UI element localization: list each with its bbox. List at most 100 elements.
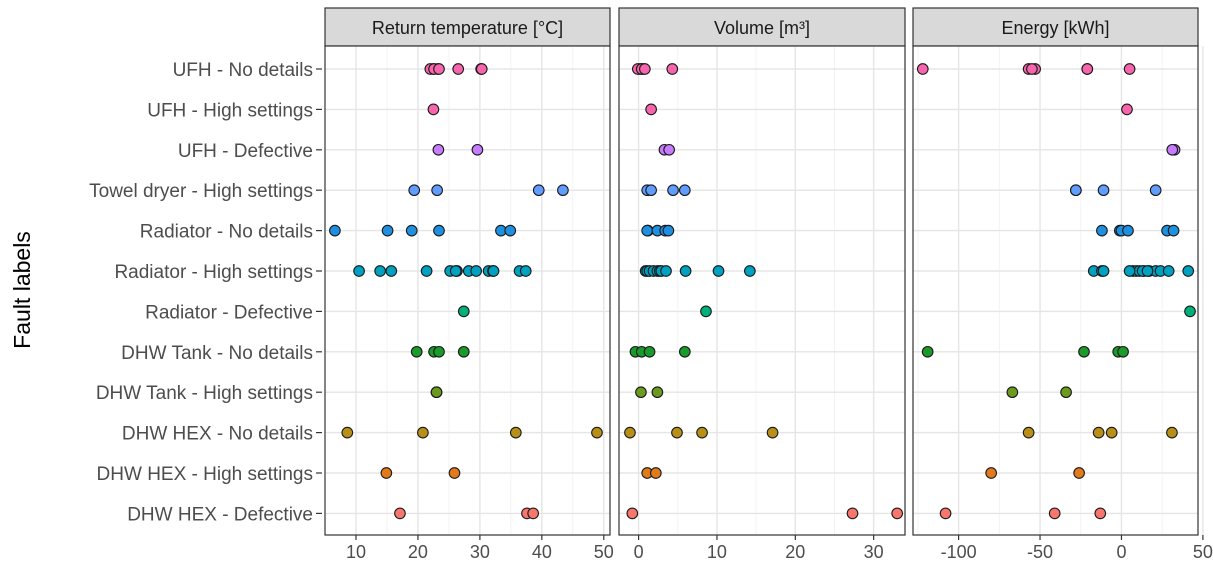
data-point [1070,184,1082,197]
data-point [1096,224,1108,237]
facet-strip [618,7,906,47]
x-tick-label: 50 [594,542,614,562]
data-point [431,184,443,197]
data-point [457,305,470,318]
panel-background [913,46,1198,535]
category-label: UFH - No details [173,60,313,81]
data-point [1022,426,1035,439]
x-tick-label: -100 [941,542,977,562]
category-label: Radiator - No details [140,222,313,243]
data-point [1123,265,1136,277]
data-point [385,265,398,277]
data-point [487,265,500,277]
x-tick-label: 0 [634,542,644,562]
data-point [509,426,522,439]
data-point [666,63,679,75]
data-point [649,467,662,479]
x-tick-label: 50 [1193,542,1213,562]
panel-background [619,46,905,535]
data-point [527,507,540,520]
data-point [1078,345,1090,358]
data-point [1121,103,1133,116]
category-label: UFH - High settings [147,100,313,121]
data-point [1097,265,1110,277]
data-point [1184,305,1196,318]
data-point [678,184,691,197]
data-point [1167,224,1180,237]
data-point [591,426,603,439]
data-point [405,224,418,237]
data-point [744,265,756,277]
data-point [417,426,429,439]
data-point [921,345,934,358]
data-point [1073,467,1085,479]
data-point [1105,426,1118,439]
data-point [985,467,998,479]
category-label: Radiator - Defective [145,302,313,323]
panel-border [912,45,1199,536]
data-point [519,265,532,277]
data-point [662,224,675,237]
data-point [939,507,952,520]
x-tick-label: 30 [864,542,884,562]
data-point [1122,224,1134,237]
data-point [679,265,692,277]
data-point [470,265,483,277]
category-label: DHW Tank - High settings [96,383,313,404]
data-point [475,63,488,75]
data-point [1081,63,1094,75]
data-point [471,143,484,156]
data-point [1006,386,1019,399]
data-point [410,345,423,358]
data-point [457,345,470,358]
y-axis-title: Fault labels [9,231,35,349]
data-point [641,224,654,237]
facet-strip [912,7,1199,47]
data-point [1182,265,1195,277]
data-point [448,467,461,479]
data-point [696,426,708,439]
x-tick-label: 10 [707,542,727,562]
data-point [341,426,354,439]
data-point [449,265,462,277]
data-point [420,265,433,277]
data-point [1097,184,1110,197]
panel-border [324,45,611,536]
panel-background [325,46,610,535]
data-point [700,305,712,318]
data-point [430,386,443,399]
category-labels: UFH - No details UFH - High settings UFH -… [89,60,322,525]
data-point [846,507,859,520]
data-point [916,63,929,75]
data-point [374,265,386,277]
x-tick-label: 20 [785,542,805,562]
data-point [667,184,679,197]
data-point [626,507,639,520]
x-tick-label: 0 [1116,542,1126,562]
data-point [433,224,445,237]
data-point [639,63,651,75]
data-point [712,265,725,277]
category-label: DHW HEX - No details [122,424,313,445]
data-point [891,507,904,520]
category-label: DHW HEX - Defective [127,504,313,525]
facet-panel: Volume [m³] 0 10 20 30 [618,7,906,562]
data-point [557,184,569,197]
data-point [1060,386,1072,399]
data-point [643,345,656,358]
panel-border [618,45,906,536]
facet-title: Energy [kWh] [1001,18,1109,38]
data-point [433,63,445,75]
category-label: DHW Tank - No details [121,343,313,364]
data-point [1092,426,1105,439]
category-label: UFH - Defective [178,141,313,162]
data-point [660,265,672,277]
panels: Return temperature [°C]10 20 30 40 50Volume … [324,7,1213,562]
data-point [504,224,517,237]
data-point [1026,63,1038,75]
facet-panel: Energy [kWh] -100 -50 0 50 [912,7,1213,562]
data-point [452,63,465,75]
x-tick-label: 40 [532,542,552,562]
x-tick-label: -50 [1027,542,1053,562]
x-tick-label: 10 [346,542,366,562]
